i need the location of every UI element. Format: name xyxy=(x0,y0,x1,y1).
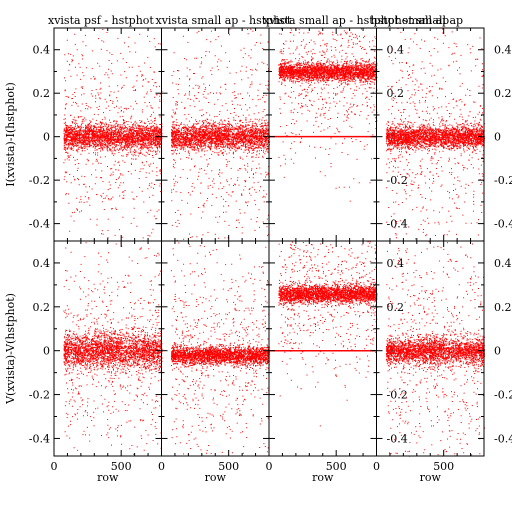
panel-I-4: 0.4 0.2 0 -0.2 -0.4 xyxy=(376,27,512,242)
y-tick-label-right: 0.2 xyxy=(494,87,512,100)
panel-V-4: 0.4 0.2 0 -0.2 -0.4 xyxy=(376,240,512,457)
y-tick-label-right: 0.4 xyxy=(387,44,405,57)
scatter-points-path xyxy=(170,242,270,455)
panel-V-3: 0.40.20-0.2-0.4 xyxy=(268,240,408,457)
y-tick-label: 0 xyxy=(43,345,50,358)
x-tick-label: 500 xyxy=(433,460,454,473)
y-tick-label-right: 0.4 xyxy=(494,257,512,270)
y-tick-label-right: 0.4 xyxy=(387,257,405,270)
y-tick-label: 0.2 xyxy=(33,301,51,314)
x-axis-label: row xyxy=(97,471,119,484)
ylabels-group: I(xvista)-I(hstphot) V(xvista)-V(hstphot) xyxy=(4,82,17,405)
panel-V-2 xyxy=(161,240,270,457)
scatter-points-path xyxy=(278,28,378,202)
scatter-points-I-1 xyxy=(63,29,163,242)
y-tick-label-right: -0.4 xyxy=(494,432,512,445)
y-tick-label-right: 0.2 xyxy=(387,87,405,100)
y-tick-label: 0.4 xyxy=(33,44,51,57)
y-tick-label-right: 0.2 xyxy=(494,301,512,314)
x-tick-label: 0 xyxy=(373,460,380,473)
y-axis-label-1: I(xvista)-I(hstphot) xyxy=(4,82,17,186)
scatter-points-V-3 xyxy=(278,241,378,427)
scatter-points-I-4 xyxy=(385,28,485,242)
y-tick-label: -0.2 xyxy=(29,174,50,187)
panel-frame xyxy=(268,27,377,242)
scatter-points-I-3 xyxy=(278,28,378,202)
y-tick-label-right: 0 xyxy=(494,131,501,144)
scatter-points-path xyxy=(63,242,163,455)
x-tick-label: 500 xyxy=(111,460,132,473)
y-tick-label-right: -0.2 xyxy=(387,174,408,187)
x-axis-label: row xyxy=(420,471,442,484)
x-tick-label: 0 xyxy=(51,460,58,473)
y-tick-label-right: -0.2 xyxy=(387,389,408,402)
scatter-points-path xyxy=(385,241,485,457)
y-tick-label: 0.4 xyxy=(33,257,51,270)
scatter-points-path xyxy=(278,241,378,427)
y-tick-label-right: 0 xyxy=(494,345,501,358)
y-tick-label: 0.2 xyxy=(33,87,51,100)
y-tick-label-right: -0.4 xyxy=(387,432,408,445)
scatter-points-I-2 xyxy=(170,28,270,241)
panel-title-2: xvista small ap - hstphot xyxy=(156,14,292,27)
scatter-points-V-2 xyxy=(170,242,270,455)
scatter-points-path xyxy=(385,28,485,242)
y-tick-label: 0 xyxy=(43,131,50,144)
scatter-points-V-4 xyxy=(385,241,485,457)
y-tick-label: -0.2 xyxy=(29,389,50,402)
panel-title-4: hstphot small ap xyxy=(371,14,464,27)
panels-group: -0.4-0.200.20.40.40.20-0.2-0.40.40.20-0.… xyxy=(29,27,512,457)
panel-title-1: xvista psf - hstphot xyxy=(48,14,154,27)
x-tick-label: 0 xyxy=(158,460,165,473)
x-axis-label: row xyxy=(205,471,227,484)
y-tick-label: -0.4 xyxy=(29,432,50,445)
y-tick-label: -0.4 xyxy=(29,218,50,231)
titles-group: xvista psf - hstphot xvista small ap - hs… xyxy=(48,14,463,27)
y-tick-label-right: -0.4 xyxy=(494,218,512,231)
panel-I-1: -0.4 -0.2 0 0.2 0.4 xyxy=(29,27,163,242)
y-axis-label-2: V(xvista)-V(hstphot) xyxy=(4,293,17,405)
panel-title-3: xvista small ap - hstphot small ap xyxy=(263,14,449,27)
x-axis-label: row xyxy=(312,471,334,484)
y-tick-label-right: -0.2 xyxy=(494,174,512,187)
x-tick-label: 500 xyxy=(326,460,347,473)
panel-I-2 xyxy=(161,27,270,242)
panel-frame xyxy=(268,240,377,457)
x-tick-label: 500 xyxy=(218,460,239,473)
scatter-points-path xyxy=(170,28,270,241)
panel-V-1: -0.4 -0.2 0 0.2 0.4 xyxy=(29,240,163,457)
x-tick-label: 0 xyxy=(266,460,273,473)
y-tick-label-right: -0.2 xyxy=(494,389,512,402)
scatter-points-path xyxy=(63,29,163,242)
scatter-points-V-1 xyxy=(63,242,163,455)
y-tick-label-right: 0.4 xyxy=(494,44,512,57)
y-tick-label-right: 0.2 xyxy=(387,301,405,314)
y-tick-label-right: -0.4 xyxy=(387,218,408,231)
